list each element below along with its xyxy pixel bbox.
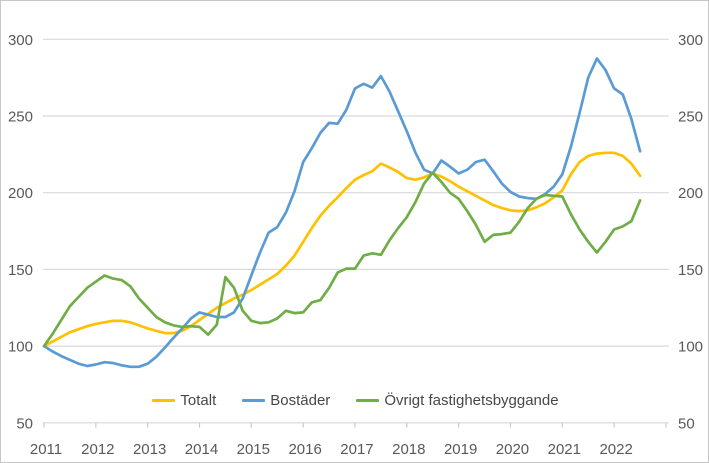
series-line-1	[42, 57, 642, 369]
y-axis-label-right: 250	[678, 109, 703, 126]
chart-legend: Totalt Bostäder Övrigt fastighetsbyggand…	[44, 390, 667, 411]
legend-label-ovrigt: Övrigt fastighetsbyggande	[384, 392, 559, 409]
x-axis-label: 2016	[288, 441, 321, 458]
legend-item-bostader: Bostäder	[242, 392, 330, 409]
x-axis-label: 2018	[392, 441, 425, 458]
y-axis-label-right: 200	[678, 185, 703, 202]
x-axis-label: 2014	[185, 441, 218, 458]
y-axis-label-left: 300	[8, 32, 33, 49]
y-axis-label-left: 250	[8, 109, 33, 126]
legend-swatch-totalt	[152, 399, 176, 402]
y-axis-label-right: 100	[678, 339, 703, 356]
y-axis-labels: 300 300 250 250 200 200 150 150 100 100 50 50	[8, 32, 703, 432]
x-axis-label: 2011	[30, 441, 62, 458]
y-axis-label-left: 50	[16, 415, 33, 432]
gridlines	[43, 38, 669, 424]
x-axis-label: 2020	[496, 441, 529, 458]
legend-swatch-ovrigt	[356, 399, 380, 402]
x-axis-label: 2022	[599, 441, 632, 458]
x-axis-label: 2013	[133, 441, 166, 458]
y-axis-label-left: 200	[8, 185, 33, 202]
x-axis-label: 2019	[444, 441, 477, 458]
x-axis-label: 2021	[548, 441, 581, 458]
legend-label-totalt: Totalt	[180, 392, 217, 409]
y-axis-label-right: 300	[678, 32, 703, 49]
x-axis-label: 2015	[237, 441, 270, 458]
x-axis-ticks	[43, 422, 667, 428]
x-axis-label: 2017	[340, 441, 373, 458]
legend-item-ovrigt: Övrigt fastighetsbyggande	[356, 392, 559, 409]
x-axis-label: 2012	[81, 441, 114, 458]
series-line-2	[42, 171, 642, 348]
series-line-0	[42, 151, 642, 348]
y-axis-label-right: 150	[678, 262, 703, 279]
legend-label-bostader: Bostäder	[270, 392, 331, 409]
legend-swatch-bostader	[242, 399, 266, 402]
y-axis-label-left: 100	[8, 339, 33, 356]
x-axis-labels: 2011 2012 2013 2014 2015 2016 2017 2018 2019 2020…	[30, 441, 633, 458]
y-axis-label-right: 50	[678, 415, 695, 432]
legend-item-totalt: Totalt	[152, 392, 216, 409]
y-axis-label-left: 150	[8, 262, 33, 279]
